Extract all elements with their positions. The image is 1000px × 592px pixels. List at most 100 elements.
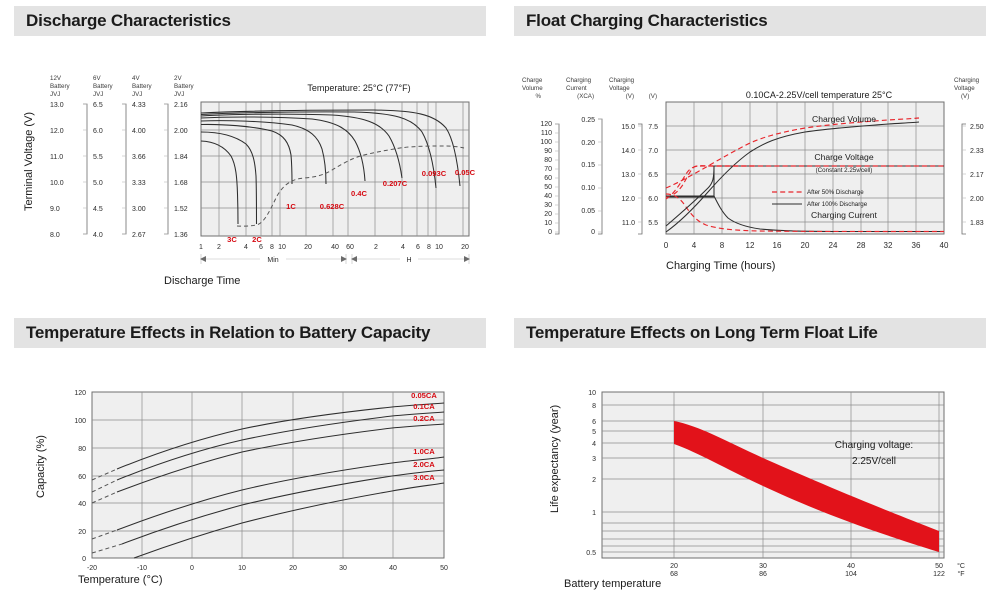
svg-text:10: 10 <box>544 220 552 227</box>
svg-text:6.0: 6.0 <box>648 196 658 203</box>
svg-text:2.17: 2.17 <box>970 172 984 179</box>
float-legend-item-0-label: After 50% Discharge <box>807 189 864 196</box>
svg-text:40: 40 <box>389 565 397 572</box>
svg-text:20: 20 <box>289 565 297 572</box>
panel-discharge-plot: Terminal Voltage (V) 12V Battery JVJ 13.… <box>14 36 486 296</box>
panel-capacity-header: Temperature Effects in Relation to Batte… <box>14 318 486 348</box>
svg-text:8: 8 <box>427 244 431 251</box>
discharge-scale-4v: 4V Battery JVJ 4.33 4.00 3.66 3.33 3.00 2.6… <box>132 75 169 239</box>
discharge-range-hour-label: H <box>406 257 411 264</box>
svg-text:40: 40 <box>331 244 339 251</box>
spec-sheet: Discharge Characteristics Terminal Volta… <box>14 6 986 590</box>
capacity-curve-labels: 0.05CA 0.1CA 0.2CA 1.0CA 2.0CA 3.0CA <box>411 391 437 482</box>
svg-text:13.0: 13.0 <box>621 172 635 179</box>
svg-text:%: % <box>535 93 541 100</box>
svg-text:30: 30 <box>339 565 347 572</box>
svg-text:JVJ: JVJ <box>132 91 142 98</box>
svg-text:86: 86 <box>759 571 767 578</box>
discharge-curve-labels: 3C 2C 1C 0.628C 0.4C 0.207C 0.093C 0.05C <box>227 168 476 244</box>
svg-text:9.0: 9.0 <box>50 206 60 213</box>
floatlife-y-axis-title: Life expectancy (year) <box>549 405 561 513</box>
svg-text:6.5: 6.5 <box>648 172 658 179</box>
svg-text:1.52: 1.52 <box>174 206 188 213</box>
svg-text:110: 110 <box>541 130 552 137</box>
svg-text:30: 30 <box>759 563 767 570</box>
svg-text:(V): (V) <box>961 93 969 100</box>
svg-text:8: 8 <box>720 241 725 250</box>
svg-text:12V: 12V <box>50 75 62 82</box>
svg-text:1: 1 <box>592 510 596 517</box>
svg-text:8: 8 <box>270 244 274 251</box>
svg-text:0.10: 0.10 <box>581 185 595 192</box>
svg-text:0.05C: 0.05C <box>455 168 476 177</box>
floatlife-x-axis-title: Battery temperature <box>564 578 662 590</box>
floatlife-x-ticks: 20 68 30 86 40 104 50 122 °C °F <box>670 562 965 578</box>
svg-text:32: 32 <box>884 241 893 250</box>
svg-text:100: 100 <box>74 418 86 425</box>
svg-text:1.68: 1.68 <box>174 180 188 187</box>
svg-text:2.0CA: 2.0CA <box>413 460 435 469</box>
svg-text:60: 60 <box>346 244 354 251</box>
svg-text:5.5: 5.5 <box>93 154 103 161</box>
svg-text:20: 20 <box>670 563 678 570</box>
svg-text:4.5: 4.5 <box>93 206 103 213</box>
svg-text:1.0CA: 1.0CA <box>413 447 435 456</box>
svg-text:4: 4 <box>692 241 697 250</box>
svg-text:°F: °F <box>957 570 964 578</box>
svg-text:0.5: 0.5 <box>586 550 596 557</box>
svg-text:3.33: 3.33 <box>132 180 146 187</box>
panel-floatlife-plot: Life expectancy (year) 10 8 6 5 4 3 <box>514 348 986 590</box>
float-scale-voltage-6v: (V) 7.5 7.0 6.5 6.0 5.5 <box>648 93 658 227</box>
svg-text:2.00: 2.00 <box>174 128 188 135</box>
panel-capacity-plot: Capacity (%) 120 100 80 60 40 20 0 <box>14 348 486 586</box>
svg-text:70: 70 <box>544 166 552 173</box>
svg-text:Charge: Charge <box>522 77 543 84</box>
floatlife-annotation-line1: Charging voltage: <box>835 440 913 451</box>
svg-text:2.67: 2.67 <box>132 232 146 239</box>
svg-text:Volume: Volume <box>522 85 543 92</box>
float-scale-charge-volume: Charge Volume % 120 110 100 90 80 70 60 … <box>522 77 560 236</box>
discharge-annotation: Temperature: 25°C (77°F) <box>307 83 410 93</box>
panel-discharge-title: Discharge Characteristics <box>26 11 231 30</box>
svg-text:104: 104 <box>845 571 857 578</box>
svg-text:JVJ: JVJ <box>50 91 60 98</box>
svg-text:5.5: 5.5 <box>648 220 658 227</box>
svg-text:6: 6 <box>416 244 420 251</box>
svg-text:4.0: 4.0 <box>93 232 103 239</box>
svg-text:120: 120 <box>74 390 86 397</box>
svg-text:0: 0 <box>548 229 552 236</box>
svg-text:0: 0 <box>190 565 194 572</box>
svg-text:8.0: 8.0 <box>50 232 60 239</box>
svg-text:JVJ: JVJ <box>174 91 184 98</box>
svg-text:8: 8 <box>592 403 596 410</box>
svg-text:15.0: 15.0 <box>621 124 635 131</box>
svg-text:0.093C: 0.093C <box>422 169 447 178</box>
svg-text:6.0: 6.0 <box>93 128 103 135</box>
svg-text:2: 2 <box>217 244 221 251</box>
svg-text:1.36: 1.36 <box>174 232 188 239</box>
discharge-y-axis-title: Terminal Voltage (V) <box>23 112 35 211</box>
svg-text:Battery: Battery <box>132 83 153 90</box>
svg-text:0.4C: 0.4C <box>351 189 368 198</box>
svg-text:68: 68 <box>670 571 678 578</box>
float-label-charge-voltage: Charge Voltage <box>814 152 873 162</box>
discharge-range-bars <box>200 254 470 264</box>
svg-text:100: 100 <box>540 139 552 146</box>
capacity-y-axis-title: Capacity (%) <box>35 435 47 498</box>
svg-text:2: 2 <box>374 244 378 251</box>
floatlife-annotation: Charging voltage: 2.25V/cell <box>835 440 913 467</box>
svg-text:6V: 6V <box>93 75 101 82</box>
svg-text:0.2CA: 0.2CA <box>413 414 435 423</box>
svg-text:20: 20 <box>801 241 810 250</box>
svg-text:0.05CA: 0.05CA <box>411 391 437 400</box>
floatlife-y-ticks: 10 8 6 5 4 3 2 1 0.5 <box>586 390 596 557</box>
svg-text:JVJ: JVJ <box>93 91 103 98</box>
svg-text:36: 36 <box>912 241 921 250</box>
svg-text:0.25: 0.25 <box>581 117 595 124</box>
svg-text:0.628C: 0.628C <box>320 202 345 211</box>
svg-text:7.5: 7.5 <box>648 124 658 131</box>
float-annotation: 0.10CA-2.25V/cell temperature 25°C <box>746 90 893 100</box>
svg-text:4: 4 <box>401 244 405 251</box>
svg-text:90: 90 <box>544 148 552 155</box>
svg-text:0.20: 0.20 <box>581 140 595 147</box>
